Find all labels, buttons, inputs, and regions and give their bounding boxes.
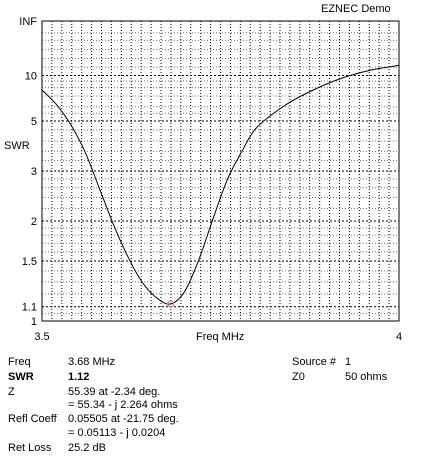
swr-curve <box>41 64 400 305</box>
y-tick-label: 2 <box>31 216 37 228</box>
y-tick-label: 1.1 <box>22 302 37 314</box>
z-value-rect: = 55.34 - j 2.264 ohms <box>68 399 178 411</box>
refl-coeff-rect: = 0.05113 - j 0.0204 <box>68 427 166 439</box>
app-title: EZNEC Demo <box>321 3 391 15</box>
swr-value: 1.12 <box>68 371 90 383</box>
refl-coeff-polar: 0.05505 at -21.75 deg. <box>68 413 179 425</box>
z-value-polar: 55.39 at -2.34 deg. <box>68 386 161 398</box>
y-tick-label: 10 <box>25 71 37 83</box>
series-group <box>41 64 400 308</box>
y-tick-label: 5 <box>31 116 37 128</box>
freq-label: Freq <box>8 356 31 368</box>
x-axis-label: Freq MHz <box>196 331 244 343</box>
swr-label: SWR <box>8 371 34 383</box>
source-value: 1 <box>345 356 352 368</box>
x-tick-label: 4 <box>396 331 402 343</box>
y-tick-label: 3 <box>31 166 37 178</box>
source-label: Source # <box>292 356 337 368</box>
y-tick-label: 1.5 <box>22 256 37 268</box>
y-axis-label: SWR <box>4 140 30 152</box>
z0-label: Z0 <box>292 371 305 383</box>
freq-value: 3.68 MHz <box>68 356 116 368</box>
x-tick-label: 3.5 <box>34 331 49 343</box>
ret-loss-label: Ret Loss <box>8 442 52 454</box>
y-tick-label: 1 <box>31 316 37 328</box>
cursor-marker <box>166 300 175 308</box>
chart-grid <box>42 21 399 321</box>
z0-value: 50 ohms <box>345 371 388 383</box>
refl-coeff-label: Refl Coeff <box>8 413 57 425</box>
ret-loss-value: 25.2 dB <box>68 442 106 454</box>
z-label: Z <box>8 386 15 398</box>
y-tick-labels: INF 10 5 3 2 1.5 1.1 1 <box>19 16 37 328</box>
x-tick-labels: 3.5 4 <box>34 331 402 343</box>
y-tick-label: INF <box>19 16 37 28</box>
plot-frame <box>41 20 400 322</box>
